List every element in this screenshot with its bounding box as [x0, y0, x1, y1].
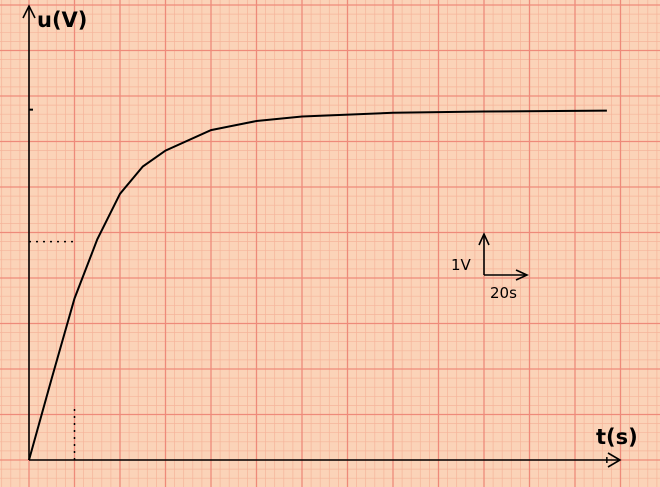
- guides: [29, 108, 608, 463]
- response-curve: [28, 109, 607, 461]
- scale-horizontal-arrow-head: [515, 269, 529, 281]
- scale-vertical-arrow-head: [478, 232, 490, 246]
- scale-indicator: 1V 20s: [451, 232, 529, 302]
- x-axis-arrow-head: [607, 452, 622, 468]
- scale-y-unit-label: 1V: [451, 256, 472, 274]
- scale-x-unit-label: 20s: [490, 284, 517, 302]
- x-axis-title: t(s): [596, 425, 638, 449]
- y-axis-arrow-head: [22, 4, 36, 19]
- y-axis-title: u(V): [37, 8, 87, 32]
- axes: [22, 4, 622, 468]
